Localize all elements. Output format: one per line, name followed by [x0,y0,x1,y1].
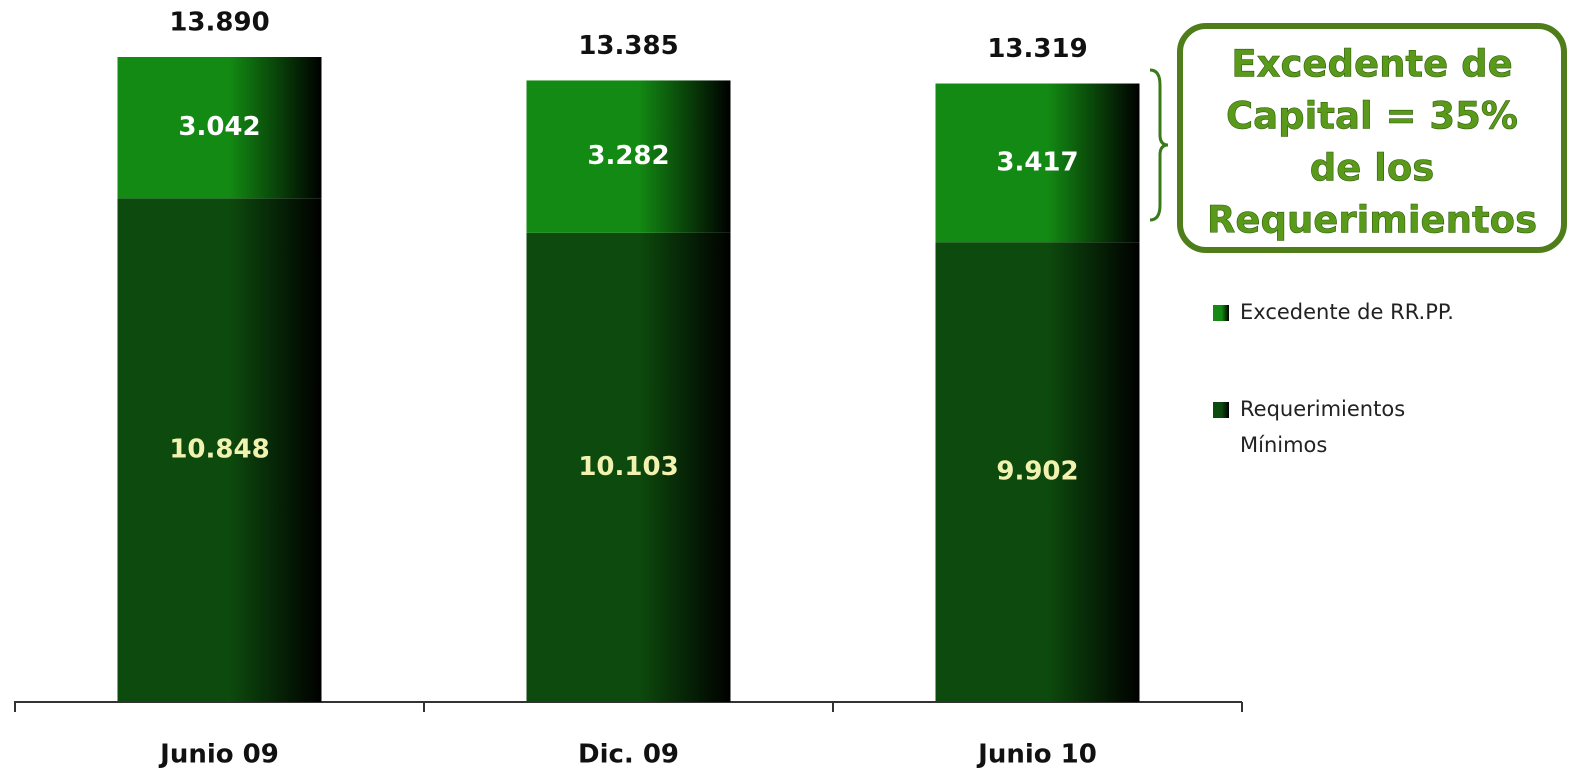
bar-segment [526,232,731,702]
data-label: 3.282 [587,141,669,171]
bar-segment [526,80,731,233]
x-tick-label: Junio 10 [976,740,1097,770]
total-label: 13.385 [578,31,678,61]
annotation-line: Requerimientos [1207,199,1537,242]
bar-segment [117,57,322,199]
x-tick-label: Dic. 09 [578,740,679,770]
data-label: 3.042 [178,112,260,142]
bar-segment [117,198,322,702]
bar-segment [935,83,1140,243]
data-label: 10.103 [578,452,678,482]
x-tick-label: Junio 09 [158,740,279,770]
data-label: 3.417 [996,147,1078,177]
x-axis-ticks [14,702,1243,712]
legend-swatch [1213,402,1229,418]
annotation-box [1177,23,1567,253]
annotation-line: Excedente de [1231,43,1512,86]
brace [1149,68,1169,222]
bar-segment [935,242,1140,702]
annotation-line: de los [1310,147,1435,190]
total-label: 13.890 [169,8,269,38]
data-label: 10.848 [169,435,269,465]
annotation-line: Capital = 35% [1226,95,1518,138]
total-label: 13.319 [987,34,1087,64]
legend-label: Excedente de RR.PP. [1240,300,1454,324]
legend-label: Requerimientos Mínimos [1240,397,1405,457]
legend-swatch [1213,305,1229,321]
data-label: 9.902 [996,457,1078,487]
